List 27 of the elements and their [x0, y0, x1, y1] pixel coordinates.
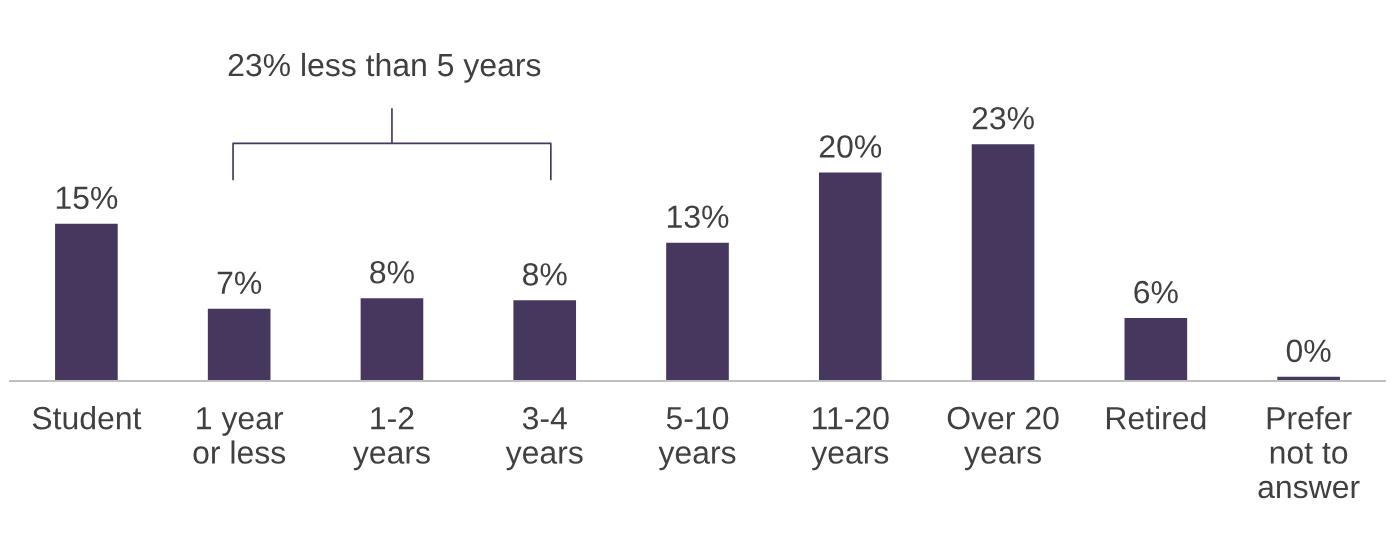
bar — [513, 300, 577, 381]
data-label: 0% — [1286, 339, 1331, 363]
x-tick-label: 1-2 years — [352, 406, 430, 471]
bar — [1124, 318, 1188, 381]
bar — [971, 144, 1035, 381]
x-tick-label: Student — [32, 406, 142, 430]
x-tick-label: Over 20 years — [947, 406, 1059, 471]
data-label: 15% — [56, 186, 118, 210]
x-tick-label: Retired — [1106, 406, 1206, 430]
x-tick-label: 1 year or less — [193, 407, 286, 464]
bar — [55, 223, 118, 381]
x-tick-label: 5-10 years — [658, 406, 736, 471]
data-label: 8% — [523, 263, 567, 286]
bar — [360, 298, 424, 381]
x-tick-label: 3-4 years — [505, 406, 583, 471]
bar — [207, 308, 271, 381]
data-label: 8% — [370, 260, 414, 284]
data-label: 13% — [667, 205, 729, 229]
data-label: 7% — [217, 271, 262, 294]
bar — [818, 172, 882, 381]
x-tick-label: 11-20 years — [811, 406, 889, 471]
bar — [666, 242, 729, 381]
text: 23% less than 5 years — [228, 52, 541, 83]
x-tick-label: Prefer not to answer — [1258, 406, 1360, 499]
data-label: 23% — [972, 106, 1034, 130]
data-label: 20% — [819, 135, 882, 158]
data-label: 6% — [1134, 280, 1178, 304]
